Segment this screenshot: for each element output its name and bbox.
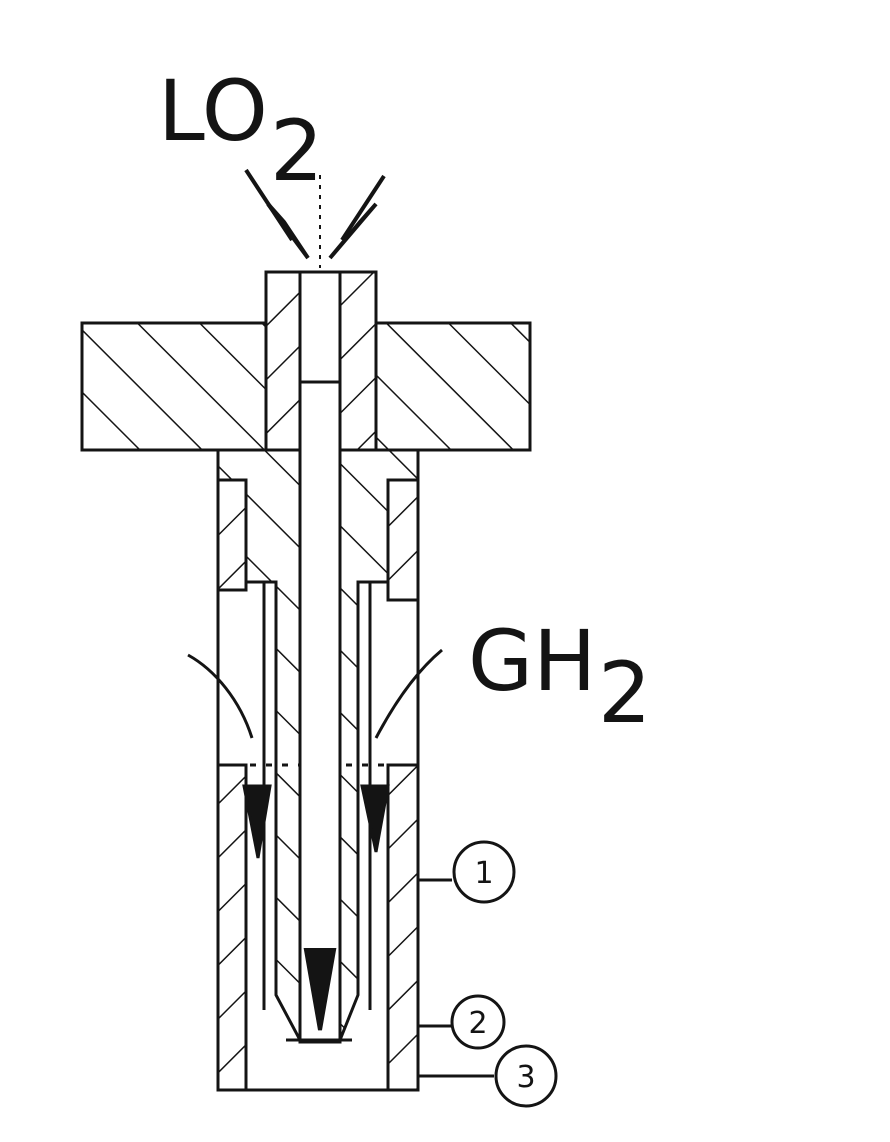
fuel-flow-arrows: [187, 648, 443, 859]
manifold-plate: [80, 321, 532, 452]
callout-3-circle: [494, 1044, 558, 1108]
outer-sleeve: [216, 448, 420, 1092]
labels: LO 2 GH 2: [158, 62, 651, 742]
oxidizer-subscript: 2: [270, 102, 323, 200]
callout-3-label: 3: [516, 1060, 535, 1095]
fuel-label: GH: [468, 612, 596, 710]
callout-1-circle: [452, 840, 516, 904]
callout-1-label: 1: [474, 856, 493, 891]
lox-flow-arrow-core: [303, 948, 337, 1031]
oxidizer-label: LO: [158, 62, 268, 160]
lox-post-body: [216, 380, 420, 1044]
callouts: [418, 840, 558, 1108]
callout-2-label: 2: [468, 1006, 487, 1041]
lox-post-head: [264, 270, 378, 452]
lox-flow-arrows: [244, 168, 386, 1031]
fuel-subscript: 2: [598, 644, 651, 742]
callout-2-circle: [450, 994, 506, 1050]
